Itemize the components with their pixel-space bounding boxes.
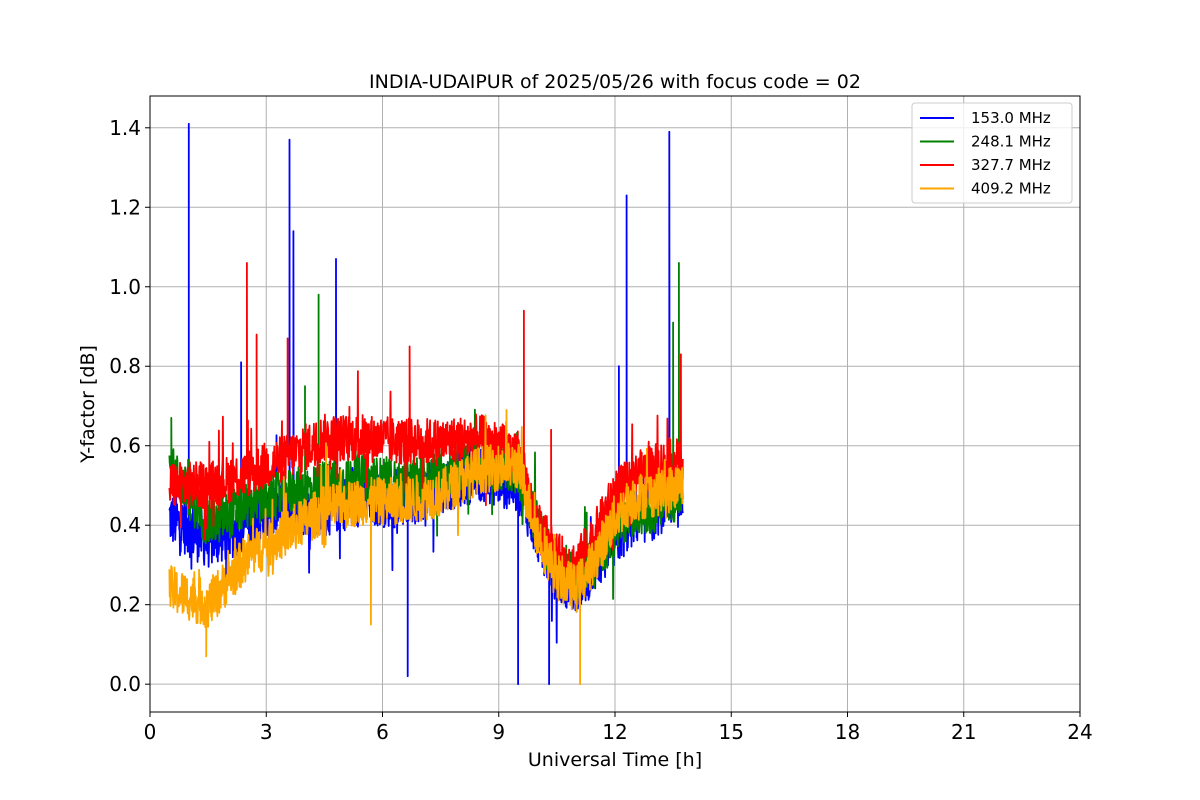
legend-label: 327.7 MHz [971, 156, 1051, 174]
x-tick-label: 12 [602, 720, 627, 744]
legend-label: 248.1 MHz [971, 133, 1051, 151]
x-tick-label: 15 [719, 720, 744, 744]
y-tick-label: 0.0 [109, 672, 141, 696]
legend-label: 409.2 MHz [971, 180, 1051, 198]
legend-label: 153.0 MHz [971, 109, 1051, 127]
x-tick-label: 0 [144, 720, 157, 744]
x-axis-label: Universal Time [h] [528, 749, 702, 771]
x-tick-label: 21 [951, 720, 976, 744]
y-tick-label: 0.6 [109, 434, 141, 458]
x-tick-label: 6 [376, 720, 389, 744]
y-tick-label: 0.2 [109, 593, 141, 617]
x-tick-label: 18 [835, 720, 860, 744]
x-tick-label: 9 [492, 720, 505, 744]
chart-title: INDIA-UDAIPUR of 2025/05/26 with focus c… [369, 71, 861, 93]
x-tick-label: 24 [1067, 720, 1092, 744]
legend: 153.0 MHz 248.1 MHz 327.7 MHz 409.2 MHz [911, 102, 1073, 204]
legend-box [911, 102, 1073, 204]
y-axis-label: Y-factor [dB] [77, 345, 99, 464]
tick-layer: 0 3 6 9 12 15 18 21 24 0.0 0.2 0.4 0.6 0.8 1.0 1.2 1.4 [109, 116, 1093, 744]
y-tick-label: 0.4 [109, 513, 141, 537]
y-tick-label: 1.0 [109, 275, 141, 299]
y-tick-label: 1.4 [109, 116, 141, 140]
series-line-409-2-mhz [168, 409, 684, 686]
series-line-327-7-mhz [168, 262, 684, 587]
x-tick-label: 3 [260, 720, 273, 744]
y-tick-label: 1.2 [109, 195, 141, 219]
y-tick-label: 0.8 [109, 354, 141, 378]
series-layer [168, 122, 684, 686]
